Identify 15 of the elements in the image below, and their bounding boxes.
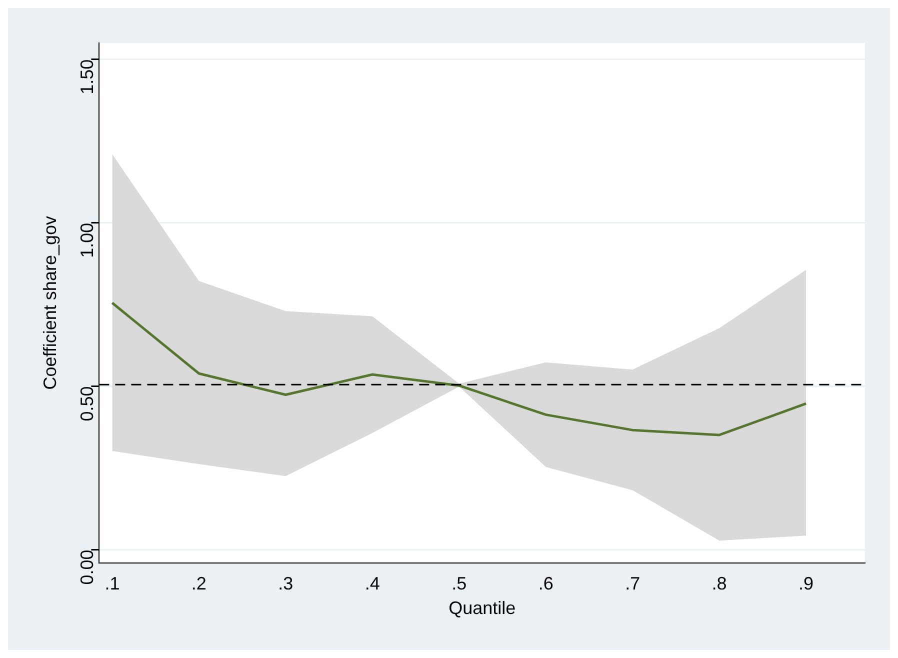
x-tick-label: .3: [278, 574, 294, 594]
x-tick-label: .2: [191, 574, 206, 594]
y-axis-title: Coefficient share_gov: [40, 216, 60, 390]
x-axis-title: Quantile: [448, 598, 516, 618]
y-tick-label: 0.00: [77, 550, 98, 585]
x-tick-label: .1: [104, 574, 120, 594]
x-tick-label: .8: [712, 574, 727, 594]
x-tick-label: .6: [538, 574, 554, 594]
x-tick-label: .9: [798, 574, 814, 594]
y-tick-label: 0.50: [77, 386, 98, 422]
x-tick-label: .4: [364, 574, 380, 594]
y-tick-label: 1.50: [77, 59, 98, 94]
x-tick-label: .5: [452, 574, 467, 594]
x-tick-label: .7: [625, 574, 640, 594]
y-tick-label: 1.00: [77, 222, 98, 258]
